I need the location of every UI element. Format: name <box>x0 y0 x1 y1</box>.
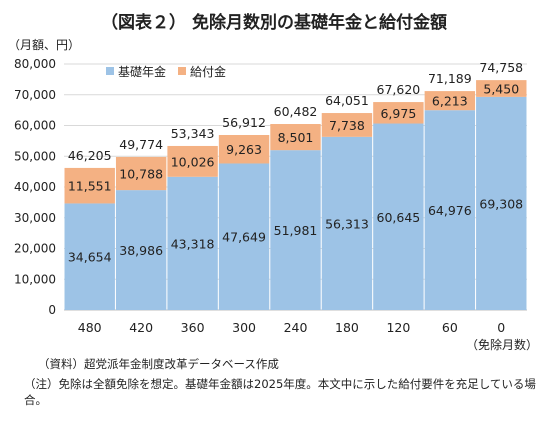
data-label-base-pension: 60,645 <box>377 210 421 225</box>
data-label-benefit: 6,975 <box>380 106 416 121</box>
chart-title: （図表２） 免除月数別の基礎年金と給付金額 <box>101 13 447 33</box>
bar-benefit <box>115 156 167 191</box>
data-label-total: 46,205 <box>68 148 112 163</box>
bar-benefit <box>373 102 424 124</box>
data-label-benefit: 10,026 <box>171 154 215 169</box>
data-label-base-pension: 47,649 <box>222 230 266 245</box>
bar-benefit <box>218 134 270 164</box>
bar-base-pension <box>373 123 424 310</box>
y-tick-label: 50,000 <box>14 149 56 163</box>
x-tick-label: 360 <box>181 320 205 335</box>
data-label-base-pension: 43,318 <box>171 236 215 251</box>
data-label-base-pension: 56,313 <box>325 216 369 231</box>
data-label-total: 56,912 <box>222 115 266 130</box>
data-label-benefit: 5,450 <box>483 81 519 96</box>
x-tick-label: 120 <box>386 320 410 335</box>
y-tick-label: 70,000 <box>14 88 56 102</box>
data-label-benefit: 11,551 <box>68 179 112 194</box>
y-tick-label: 60,000 <box>14 119 56 133</box>
legend-label: 基礎年金 <box>118 64 166 79</box>
legend-label: 給付金 <box>190 64 226 79</box>
legend-swatch <box>106 67 114 75</box>
bar-benefit <box>64 167 115 204</box>
bar-benefit <box>476 80 527 97</box>
bar-benefit <box>321 113 373 137</box>
bar-base-pension <box>218 163 270 310</box>
source-note: （資料）超党派年金制度改革データベース作成 <box>38 357 279 371</box>
x-tick-label: 180 <box>335 320 359 335</box>
data-label-benefit: 6,213 <box>432 94 468 109</box>
stacked-bar-chart: 0 10,000 20,000 30,000 40,000 50,000 60,000 70,… <box>14 57 527 335</box>
y-tick-label: 20,000 <box>14 242 56 256</box>
data-label-total: 74,758 <box>479 60 523 75</box>
x-tick-label: 480 <box>78 320 102 335</box>
x-tick-label: 420 <box>129 320 153 335</box>
bar-base-pension <box>476 96 527 310</box>
data-label-base-pension: 69,308 <box>479 196 523 211</box>
data-label-total: 64,051 <box>325 93 369 108</box>
data-label-benefit: 9,263 <box>226 142 262 157</box>
y-tick-label: 30,000 <box>14 211 56 225</box>
data-label-base-pension: 38,986 <box>119 243 163 258</box>
bar-base-pension <box>270 150 321 310</box>
data-label-base-pension: 51,981 <box>274 223 318 238</box>
bar-base-pension <box>321 136 373 310</box>
y-tick-label: 0 <box>48 303 56 317</box>
bar-base-pension <box>115 190 167 310</box>
data-label-benefit: 8,501 <box>278 130 314 145</box>
bar-benefit <box>167 145 218 177</box>
data-label-total: 53,343 <box>171 126 215 141</box>
data-label-total: 60,482 <box>274 104 318 119</box>
y-axis-unit: （月額、円） <box>8 38 81 52</box>
x-tick-label: 240 <box>284 320 308 335</box>
bar-base-pension <box>167 176 218 310</box>
data-label-total: 67,620 <box>377 82 421 97</box>
legend-swatch <box>178 67 186 75</box>
data-label-benefit: 7,738 <box>329 118 365 133</box>
x-tick-label: 60 <box>442 320 458 335</box>
data-label-base-pension: 64,976 <box>428 203 472 218</box>
bar-benefit <box>270 124 321 151</box>
data-label-total: 49,774 <box>119 137 163 152</box>
data-label-total: 71,189 <box>428 71 472 86</box>
x-tick-label: 300 <box>232 320 256 335</box>
bar-base-pension <box>424 110 476 311</box>
data-label-benefit: 10,788 <box>119 167 163 182</box>
x-axis-unit: （免除月数） <box>466 338 539 352</box>
data-label-base-pension: 34,654 <box>68 250 112 265</box>
x-tick-label: 0 <box>497 320 505 335</box>
y-tick-label: 40,000 <box>14 180 56 194</box>
y-tick-label: 10,000 <box>14 272 56 286</box>
bar-base-pension <box>64 203 115 310</box>
bar-benefit <box>424 91 476 111</box>
y-tick-label: 80,000 <box>14 57 56 71</box>
footnote: （注）免除は全額免除を想定。基礎年金額は2025年度。本文中に示した給付要件を充… <box>24 377 536 407</box>
